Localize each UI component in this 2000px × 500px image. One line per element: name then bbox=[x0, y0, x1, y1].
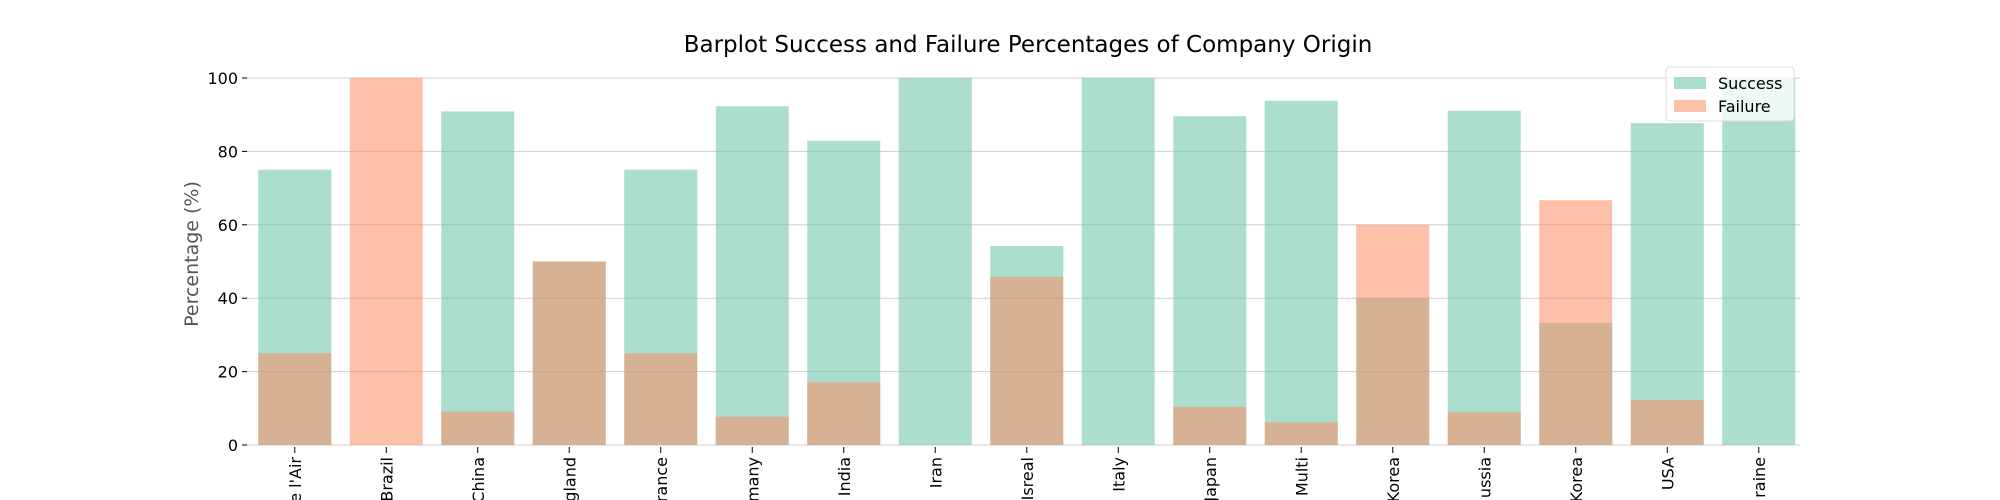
x-tick-label: USA bbox=[1658, 457, 1677, 490]
y-tick-label: 60 bbox=[218, 216, 238, 235]
x-tick-label: rance bbox=[652, 457, 671, 500]
bar-success bbox=[1081, 78, 1155, 445]
bars bbox=[258, 78, 1796, 446]
x-tick-label: India bbox=[835, 457, 854, 496]
x-tick-label: Korea bbox=[1384, 457, 1403, 500]
legend: Success Failure bbox=[1665, 66, 1795, 122]
y-tick-label: 100 bbox=[207, 69, 238, 88]
x-tick-label: e l'Air bbox=[286, 457, 305, 500]
y-axis-ticks: 0 20 40 60 80 100 bbox=[207, 69, 247, 455]
bar-success bbox=[1173, 116, 1247, 445]
x-axis-ticks: e l'Air Brazil China gland rance many India Ira… bbox=[286, 447, 1769, 500]
x-tick-label: Multi bbox=[1292, 457, 1311, 496]
x-tick-label: gland bbox=[560, 457, 579, 500]
bar-failure bbox=[258, 353, 332, 445]
y-tick-label: 0 bbox=[228, 436, 238, 455]
bar-success bbox=[1630, 123, 1704, 446]
x-tick-label: raine bbox=[1750, 457, 1769, 498]
bar-failure bbox=[1356, 224, 1430, 445]
bar-failure bbox=[532, 261, 606, 445]
legend-swatch-failure bbox=[1674, 100, 1706, 112]
bar-failure bbox=[807, 382, 881, 445]
x-tick-label: Brazil bbox=[377, 457, 396, 500]
bar-success bbox=[1722, 78, 1796, 445]
bar-success bbox=[1447, 110, 1521, 446]
bar-failure bbox=[624, 353, 698, 445]
bar-success bbox=[715, 106, 789, 445]
x-tick-label: Korea bbox=[1567, 457, 1586, 500]
y-axis-label: Percentage (%) bbox=[181, 181, 203, 327]
bar-success bbox=[1264, 100, 1338, 445]
bar-failure bbox=[1264, 422, 1338, 445]
x-tick-label: many bbox=[743, 457, 762, 500]
bar-failure bbox=[1447, 412, 1521, 445]
bar-failure bbox=[349, 78, 423, 445]
x-tick-label: China bbox=[469, 457, 488, 500]
bar-failure bbox=[990, 276, 1064, 445]
x-tick-label: Isreal bbox=[1018, 457, 1037, 500]
x-tick-label: ussia bbox=[1475, 457, 1494, 498]
legend-label-failure: Failure bbox=[1718, 97, 1771, 116]
bar-failure bbox=[1630, 399, 1704, 445]
chart-title: Barplot Success and Failure Percentages … bbox=[684, 32, 1373, 58]
y-tick-label: 40 bbox=[218, 289, 238, 308]
bar-failure bbox=[715, 416, 789, 445]
y-tick-label: 20 bbox=[218, 363, 238, 382]
y-tick-label: 80 bbox=[218, 142, 238, 161]
bar-failure bbox=[441, 411, 515, 445]
bar-success bbox=[898, 78, 972, 445]
bar-failure bbox=[1539, 200, 1613, 445]
legend-label-success: Success bbox=[1718, 74, 1782, 93]
x-tick-label: Italy bbox=[1109, 457, 1128, 492]
x-tick-label: Japan bbox=[1201, 457, 1220, 500]
legend-swatch-success bbox=[1674, 77, 1706, 89]
bar-failure bbox=[1173, 406, 1247, 445]
bar-success bbox=[441, 111, 515, 445]
x-tick-label: Iran bbox=[926, 457, 945, 488]
